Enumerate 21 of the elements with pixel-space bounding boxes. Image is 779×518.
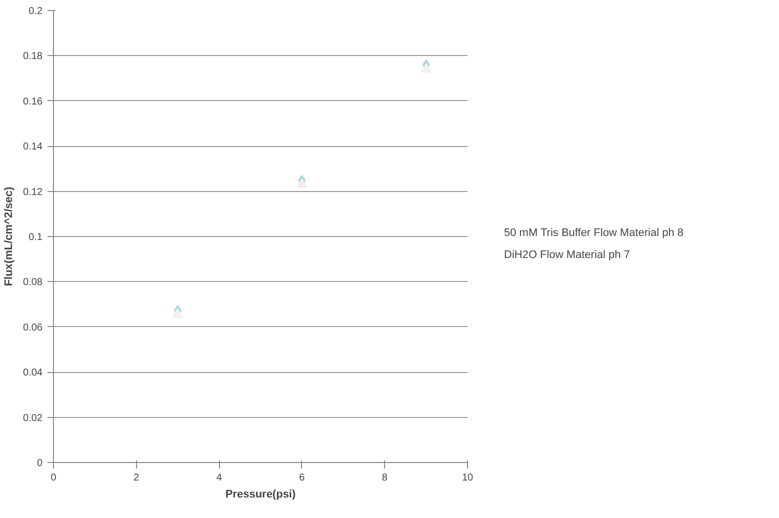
y-tick-label: 0.06 xyxy=(23,322,43,334)
x-tick-label: 0 xyxy=(50,472,57,484)
y-tick-label: 0.18 xyxy=(23,51,43,62)
y-tick-label: 0.14 xyxy=(23,142,43,153)
y-tick-label: 0.12 xyxy=(23,186,43,198)
x-tick-label: 10 xyxy=(462,472,474,484)
text: DiH2O Flow Material ph 7 xyxy=(504,248,630,260)
x-tick-label: 2 xyxy=(134,472,140,484)
x-tick-label: 6 xyxy=(299,472,306,484)
x-tick-label: 4 xyxy=(216,472,222,484)
y-tick-label: 0 xyxy=(36,458,43,469)
y-axis-title: Flux(mL/cm^2/sec) xyxy=(3,186,16,286)
y-tick-label: 0.04 xyxy=(23,368,43,379)
y-tick-label: 0.08 xyxy=(23,277,43,288)
x-axis-title: Pressure(psi) xyxy=(225,488,296,500)
text: 50 mM Tris Buffer Flow Material ph 8 xyxy=(504,226,684,238)
x-tick-label: 8 xyxy=(382,472,388,484)
y-tick-label: 0.16 xyxy=(23,96,43,108)
y-tick-label: 0.02 xyxy=(23,412,43,424)
y-tick-label: 0.1 xyxy=(28,232,43,243)
y-tick-label: 0.2 xyxy=(28,6,43,17)
